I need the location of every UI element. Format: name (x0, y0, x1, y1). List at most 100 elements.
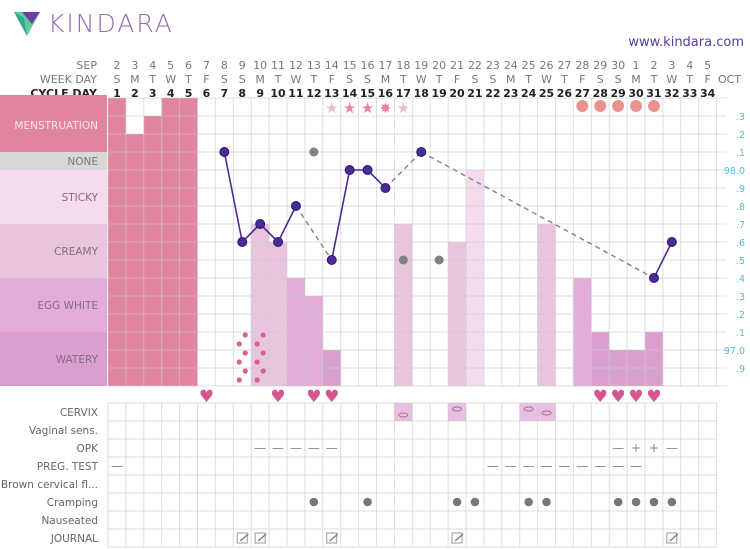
journal-icon[interactable] (236, 532, 248, 544)
temp-dashed-line (295, 205, 333, 261)
cycle-day-tick: 27 (575, 87, 590, 100)
temp-point[interactable] (237, 237, 248, 247)
opk-result: — (308, 441, 320, 455)
temp-point[interactable] (219, 147, 230, 157)
weekday-tick: S (239, 73, 246, 86)
temp-point[interactable] (255, 219, 266, 229)
temp-axis-tick: .1 (736, 148, 745, 159)
kindara-logo: KINDARA (12, 8, 174, 38)
heart-icon: ♥ (646, 387, 661, 407)
weekday-tick: S (113, 73, 120, 86)
journal-pencil-icon (329, 533, 339, 542)
cycle-day-tick: 9 (256, 87, 264, 100)
weekday-tick: F (454, 73, 460, 86)
cervix-icon (523, 406, 534, 412)
weekday-tick: T (435, 73, 443, 86)
opk-result: — (666, 441, 678, 455)
weekday-tick: T (560, 73, 568, 86)
date-label: 11 (271, 59, 285, 72)
cycle-day-tick: 7 (221, 87, 229, 100)
date-label: 14 (325, 59, 339, 72)
temp-point[interactable] (648, 273, 659, 283)
weekday-tick: S (471, 73, 478, 86)
cycle-day-tick: 1 (113, 87, 121, 100)
category-band-egg-white (0, 278, 107, 332)
menstruation-bar (143, 116, 162, 386)
opk-result: — (326, 441, 338, 455)
cycle-day-tick: 14 (342, 87, 358, 100)
journal-icon[interactable] (666, 532, 678, 544)
cervical-fluid-bar (394, 224, 413, 386)
ovulation-circle (630, 100, 643, 112)
symptom-row-label: OPK (77, 443, 100, 455)
temp-point[interactable] (344, 165, 355, 175)
temp-line (653, 241, 673, 279)
spotting-dot (254, 377, 260, 383)
journal-icon[interactable] (254, 532, 266, 544)
website-link[interactable]: www.kindara.com (628, 35, 744, 50)
weekday-tick: S (615, 73, 622, 86)
temp-point[interactable] (380, 183, 391, 193)
date-label: 5 (167, 59, 174, 72)
symptom-row-label: Cramping (47, 497, 98, 509)
date-label: 16 (361, 59, 375, 72)
opk-result: — (612, 441, 624, 455)
temp-point[interactable] (416, 147, 427, 157)
date-label: 4 (149, 59, 156, 72)
temp-point[interactable] (326, 255, 337, 265)
ovulation-circle (612, 100, 625, 112)
spotting-dot (254, 341, 260, 347)
cycle-day-tick: 19 (431, 87, 446, 100)
cervical-fluid-bar (537, 224, 556, 386)
heart-icon: ♥ (628, 387, 643, 407)
cycle-day-tick: 11 (288, 87, 303, 100)
spotting-dot (242, 332, 248, 338)
category-label: NONE (67, 156, 98, 168)
opk-result: + (631, 441, 641, 455)
heart-icon: ♥ (306, 387, 321, 407)
cycle-day-tick: 16 (378, 87, 394, 100)
weekday-tick: T (685, 73, 693, 86)
temp-axis-tick: .6 (736, 238, 745, 249)
date-label: 3 (131, 59, 138, 72)
date-label: 4 (686, 59, 693, 72)
weekday-tick: T (524, 73, 532, 86)
preg-test-result: — (111, 459, 123, 473)
weekday-tick: W (666, 73, 677, 86)
symptom-row-label: CERVIX (60, 407, 98, 419)
cramping-dot (309, 497, 319, 507)
date-label: 23 (486, 59, 500, 72)
star-icon-burst: ✸ (380, 101, 392, 117)
weekday-tick: F (579, 73, 585, 86)
cervix-cell (448, 403, 466, 421)
temp-point[interactable] (362, 165, 373, 175)
category-label: MENSTRUATION (14, 120, 98, 132)
date-label: 22 (468, 59, 482, 72)
cycle-day-tick: 2 (131, 87, 139, 100)
journal-icon[interactable] (326, 532, 338, 544)
cervix-cell (537, 403, 556, 421)
temp-point[interactable] (273, 237, 284, 247)
cycle-day-tick: 5 (185, 87, 193, 100)
temp-point[interactable] (666, 237, 677, 247)
weekday-tick: F (704, 73, 710, 86)
temp-line (277, 205, 297, 243)
cervical-fluid-bar (645, 332, 663, 386)
cervix-icon (452, 406, 463, 412)
weekday-tick: T (309, 73, 317, 86)
date-label: 7 (203, 59, 210, 72)
temp-point[interactable] (290, 201, 301, 211)
temp-axis-tick: .1 (736, 328, 745, 339)
spotting-dot (260, 332, 266, 338)
weekday-tick: M (631, 73, 641, 86)
journal-icon[interactable] (451, 532, 463, 544)
weekday-tick: T (650, 73, 658, 86)
journal-pencil-icon (257, 533, 267, 542)
symptom-row-label: Brown cervical fl... (1, 479, 98, 491)
symptom-row-label: PREG. TEST (37, 461, 99, 473)
cervix-icon (541, 410, 552, 416)
weekday-tick: W (541, 73, 552, 86)
date-label: 18 (396, 59, 410, 72)
kindara-logo-icon (14, 12, 40, 36)
cramping-dot (631, 497, 641, 507)
